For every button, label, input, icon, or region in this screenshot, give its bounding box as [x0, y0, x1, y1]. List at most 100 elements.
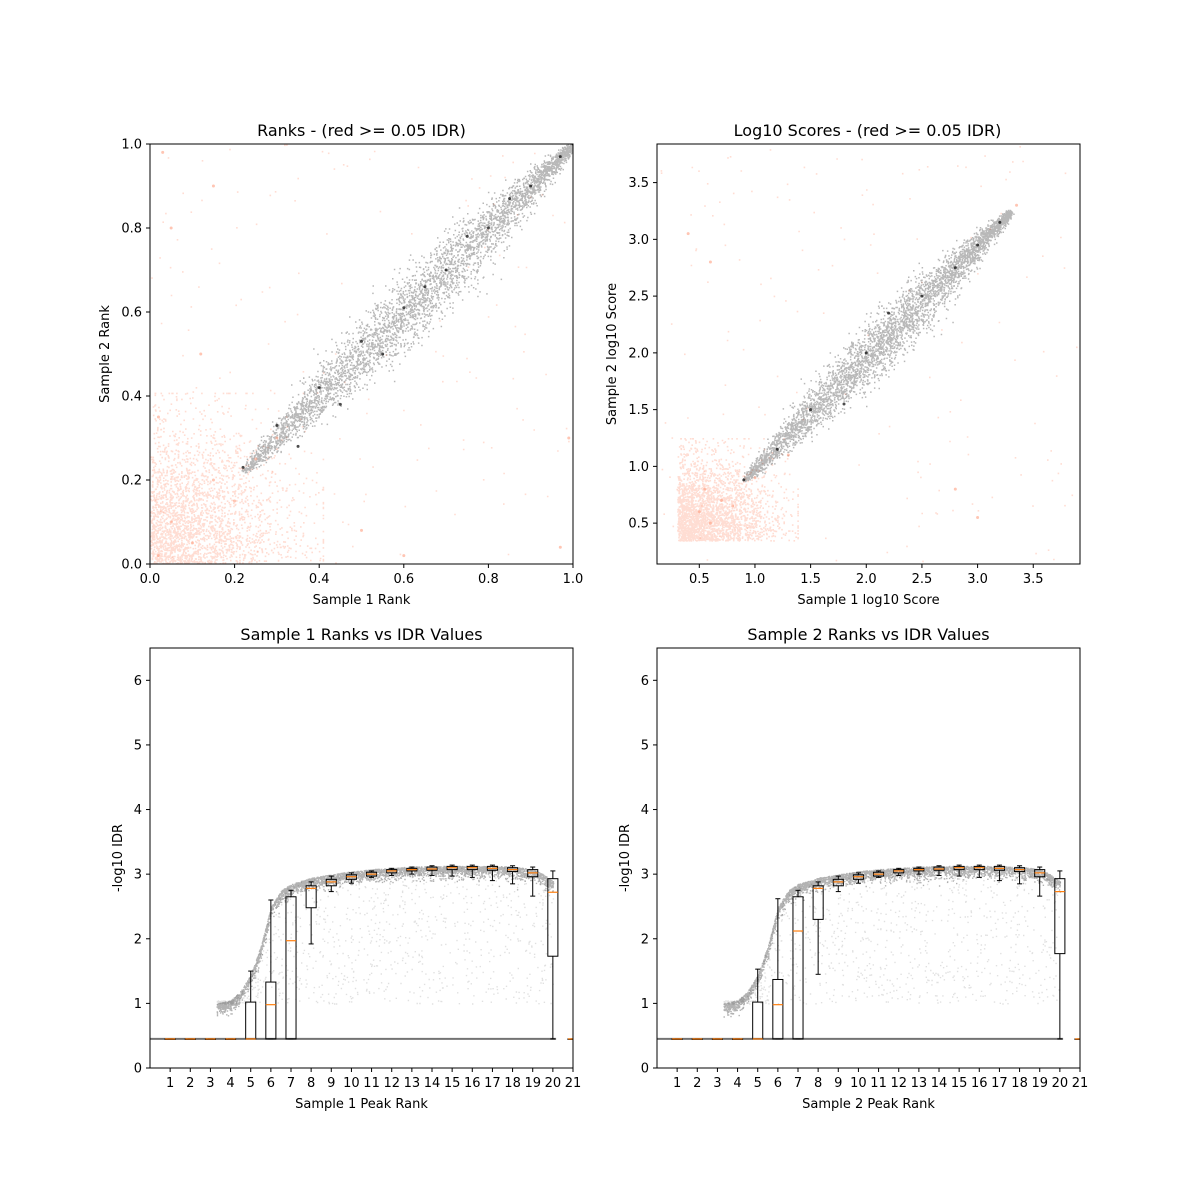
pass-point — [296, 444, 300, 448]
s1idr-title: Sample 1 Ranks vs IDR Values — [240, 625, 482, 644]
iqr-box — [772, 978, 784, 1040]
x-tick-label: 2 — [693, 1076, 701, 1091]
s2idr-axes-frame — [656, 647, 1081, 1069]
x-tick-label: 5 — [247, 1076, 255, 1091]
y-tick-label: 2.5 — [628, 290, 649, 305]
s1idr-x-ticks: 1 2 3 4 5 6 7 8 9 10 11 12 13 14 15 16 17 18 19 20 21 — [166, 1068, 581, 1091]
y-tick-label: 3.0 — [628, 233, 649, 248]
y-tick-label: 6 — [641, 674, 649, 689]
x-tick-label: 0.8 — [478, 572, 499, 587]
fail-point — [156, 554, 160, 558]
y-tick-label: 0.2 — [121, 474, 142, 489]
boxplot-rank-19 — [527, 866, 539, 897]
y-tick-label: 1.0 — [121, 138, 142, 153]
x-tick-label: 9 — [327, 1076, 335, 1091]
x-tick-label: 0.5 — [689, 572, 710, 587]
s2idr-y-ticks: 0 1 2 3 4 5 6 — [641, 674, 657, 1077]
pass-point — [317, 386, 321, 390]
fail-point — [786, 453, 790, 457]
fail-point — [567, 436, 571, 440]
x-tick-label: 7 — [794, 1076, 802, 1091]
s1idr-x-label: Sample 1 Peak Rank — [295, 1097, 428, 1112]
boxplot-rank-17 — [993, 864, 1005, 882]
x-tick-label: 3 — [206, 1076, 214, 1091]
s1idr-y-label: -log10 IDR — [111, 824, 126, 892]
boxplot-rank-17 — [486, 864, 498, 882]
x-tick-label: 8 — [814, 1076, 822, 1091]
boxplot-rank-2 — [184, 1038, 196, 1040]
boxplot-rank-1 — [671, 1038, 683, 1040]
fail-point — [161, 150, 165, 154]
boxplot-rank-10 — [852, 872, 864, 884]
x-tick-label: 10 — [343, 1076, 360, 1091]
x-tick-label: 13 — [911, 1076, 928, 1091]
pass-point — [508, 197, 512, 201]
y-tick-label: 2 — [641, 932, 649, 947]
pass-point — [887, 311, 891, 315]
y-tick-label: 1 — [641, 997, 649, 1012]
pass-points-band — [743, 209, 1015, 483]
boxplot-rank-15 — [446, 864, 458, 877]
boxplot-rank-9 — [832, 875, 844, 893]
pass-points-band — [241, 144, 573, 474]
boxplot-rank-11 — [366, 870, 378, 878]
ranks-x-label: Sample 1 Rank — [313, 593, 411, 608]
x-tick-label: 15 — [444, 1076, 461, 1091]
fail-points-cloud — [150, 392, 325, 564]
iqr-box — [792, 896, 804, 1040]
scores-title: Log10 Scores - (red >= 0.05 IDR) — [734, 121, 1002, 140]
fail-point — [686, 232, 690, 236]
pass-point — [976, 243, 980, 247]
fail-point — [233, 499, 237, 503]
fail-point — [953, 487, 957, 491]
boxplot-rank-14 — [933, 865, 945, 876]
x-tick-label: 2.5 — [912, 572, 933, 587]
ranks-y-ticks: 0.0 0.2 0.4 0.6 0.8 1.0 — [121, 138, 150, 573]
x-tick-label: 3 — [713, 1076, 721, 1091]
boxplot-rank-19 — [1034, 866, 1046, 897]
x-tick-label: 3.5 — [1023, 572, 1044, 587]
fail-point — [156, 415, 160, 419]
y-tick-label: 4 — [134, 803, 142, 818]
scores-axes-frame — [656, 143, 1081, 565]
boxplot-rank-13 — [913, 866, 925, 875]
boxplot-rank-18 — [507, 865, 519, 885]
x-tick-label: 15 — [951, 1076, 968, 1091]
boxplot-rank-14 — [426, 865, 438, 876]
fail-point — [254, 457, 258, 461]
boxplot-rank-20 — [547, 870, 559, 1040]
pass-point — [529, 184, 533, 188]
s2idr-x-label: Sample 2 Peak Rank — [802, 1097, 935, 1112]
s2idr-x-ticks: 1 2 3 4 5 6 7 8 9 10 11 12 13 14 15 16 17 18 19 20 21 — [673, 1068, 1088, 1091]
s2idr-title: Sample 2 Ranks vs IDR Values — [747, 625, 989, 644]
x-tick-label: 11 — [870, 1076, 887, 1091]
fail-point — [720, 498, 724, 502]
x-tick-label: 17 — [484, 1076, 501, 1091]
scores-marks — [660, 146, 1078, 563]
pass-point — [998, 220, 1002, 224]
ranks-y-label: Sample 2 Rank — [98, 305, 113, 403]
pass-point — [486, 226, 490, 230]
x-tick-label: 16 — [971, 1076, 988, 1091]
pass-point — [558, 155, 562, 159]
fail-point — [190, 541, 194, 545]
x-tick-label: 8 — [307, 1076, 315, 1091]
iqr-box — [547, 878, 559, 957]
x-tick-label: 12 — [383, 1076, 400, 1091]
x-tick-label: 16 — [464, 1076, 481, 1091]
y-tick-label: 0.5 — [628, 517, 649, 532]
x-tick-label: 20 — [545, 1076, 562, 1091]
y-tick-label: 3 — [641, 868, 649, 883]
fail-point — [169, 520, 173, 524]
fail-point — [402, 554, 406, 558]
x-tick-label: 9 — [834, 1076, 842, 1091]
x-tick-label: 18 — [1011, 1076, 1028, 1091]
y-tick-label: 5 — [134, 738, 142, 753]
pass-point — [953, 266, 957, 270]
boxplot-rank-5 — [245, 970, 257, 1040]
y-tick-label: 2 — [134, 932, 142, 947]
x-tick-label: 21 — [1072, 1076, 1089, 1091]
x-tick-label: 0.0 — [140, 572, 161, 587]
fail-point — [1015, 203, 1019, 207]
